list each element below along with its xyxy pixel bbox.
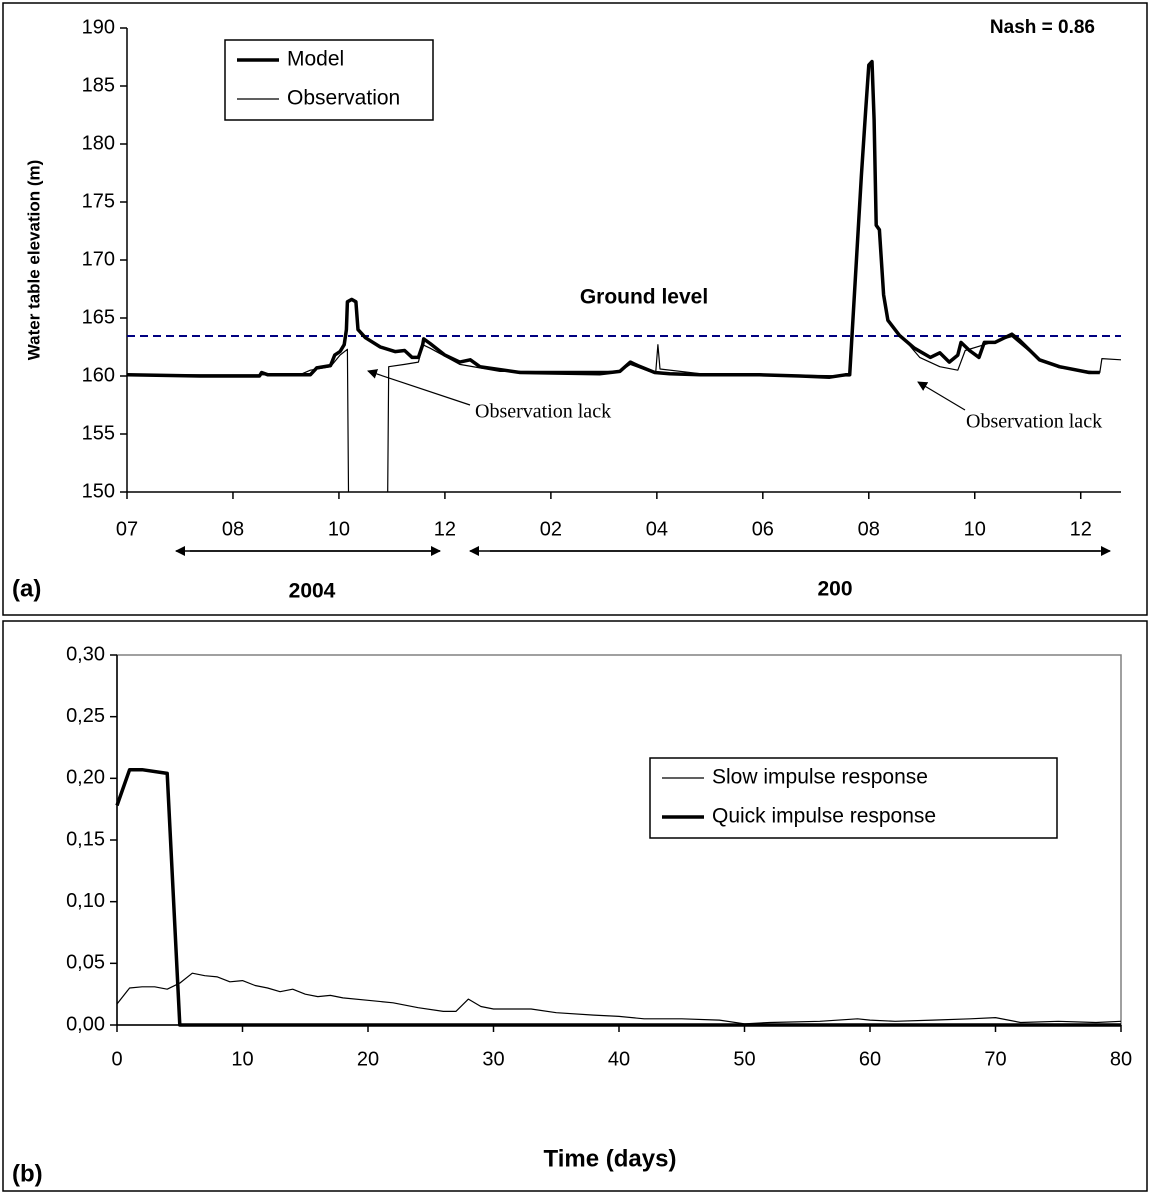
x-tick-label: 10 [328,518,350,540]
y-tick-label: 0,05 [66,952,105,974]
x-tick-label: 50 [733,1048,755,1070]
legend-label: Quick impulse response [712,805,936,828]
x-tick-label: 08 [858,518,880,540]
y-tick-label: 150 [82,480,115,502]
series-line [127,336,1122,493]
legend-box [224,39,434,121]
x-tick-label: 70 [984,1048,1006,1070]
panel-label: (b) [12,1160,43,1187]
annotation-arrow [917,381,966,411]
reference-label: Ground level [580,286,708,309]
y-tick-label: 0,15 [66,828,105,850]
x-tick-label: 08 [222,518,244,540]
y-tick-label: 155 [82,422,115,444]
legend-label: Slow impulse response [712,766,928,789]
x-tick-label: 04 [646,518,668,540]
year-label: 200 [817,578,852,601]
x-tick-label: 06 [752,518,774,540]
y-tick-label: 0,10 [66,890,105,912]
y-tick-label: 0,00 [66,1013,105,1035]
y-tick-label: 0,20 [66,767,105,789]
x-axis-label: Time (days) [544,1145,677,1172]
x-tick-label: 02 [540,518,562,540]
x-tick-label: 20 [357,1048,379,1070]
x-tick-label: 12 [434,518,456,540]
x-tick-label: 10 [964,518,986,540]
y-tick-label: 170 [82,248,115,270]
y-tick-label: 175 [82,190,115,212]
x-tick-label: 10 [231,1048,253,1070]
plot-frame [116,654,1122,1026]
panel-a-border [2,2,1148,616]
x-tick-label: 0 [111,1048,122,1070]
legend-label: Model [287,48,344,71]
x-tick-label: 30 [482,1048,504,1070]
x-tick-label: 12 [1070,518,1092,540]
series-line [126,59,1100,379]
annotation-arrow [367,369,471,406]
series-line [116,972,1122,1025]
annotation: Observation lack [475,401,611,423]
y-tick-label: 160 [82,364,115,386]
legend-box [649,757,1058,839]
y-tick-label: 165 [82,306,115,328]
x-tick-label: 60 [859,1048,881,1070]
x-tick-label: 07 [116,518,138,540]
series-line [115,767,1121,1027]
x-tick-label: 40 [608,1048,630,1070]
legend-label: Observation [287,87,400,110]
y-tick-label: 0,25 [66,705,105,727]
x-tick-label: 80 [1110,1048,1132,1070]
annotation: Observation lack [966,411,1102,433]
year-label: 2004 [289,580,336,603]
y-tick-label: 185 [82,74,115,96]
panel-b-border [2,620,1148,1192]
y-tick-label: 180 [82,132,115,154]
y-axis-label: Water table elevation (m) [24,160,43,361]
y-tick-label: 190 [82,16,115,38]
nash-annotation: Nash = 0.86 [990,17,1095,38]
panel-label: (a) [12,575,41,602]
y-tick-label: 0,30 [66,643,105,665]
